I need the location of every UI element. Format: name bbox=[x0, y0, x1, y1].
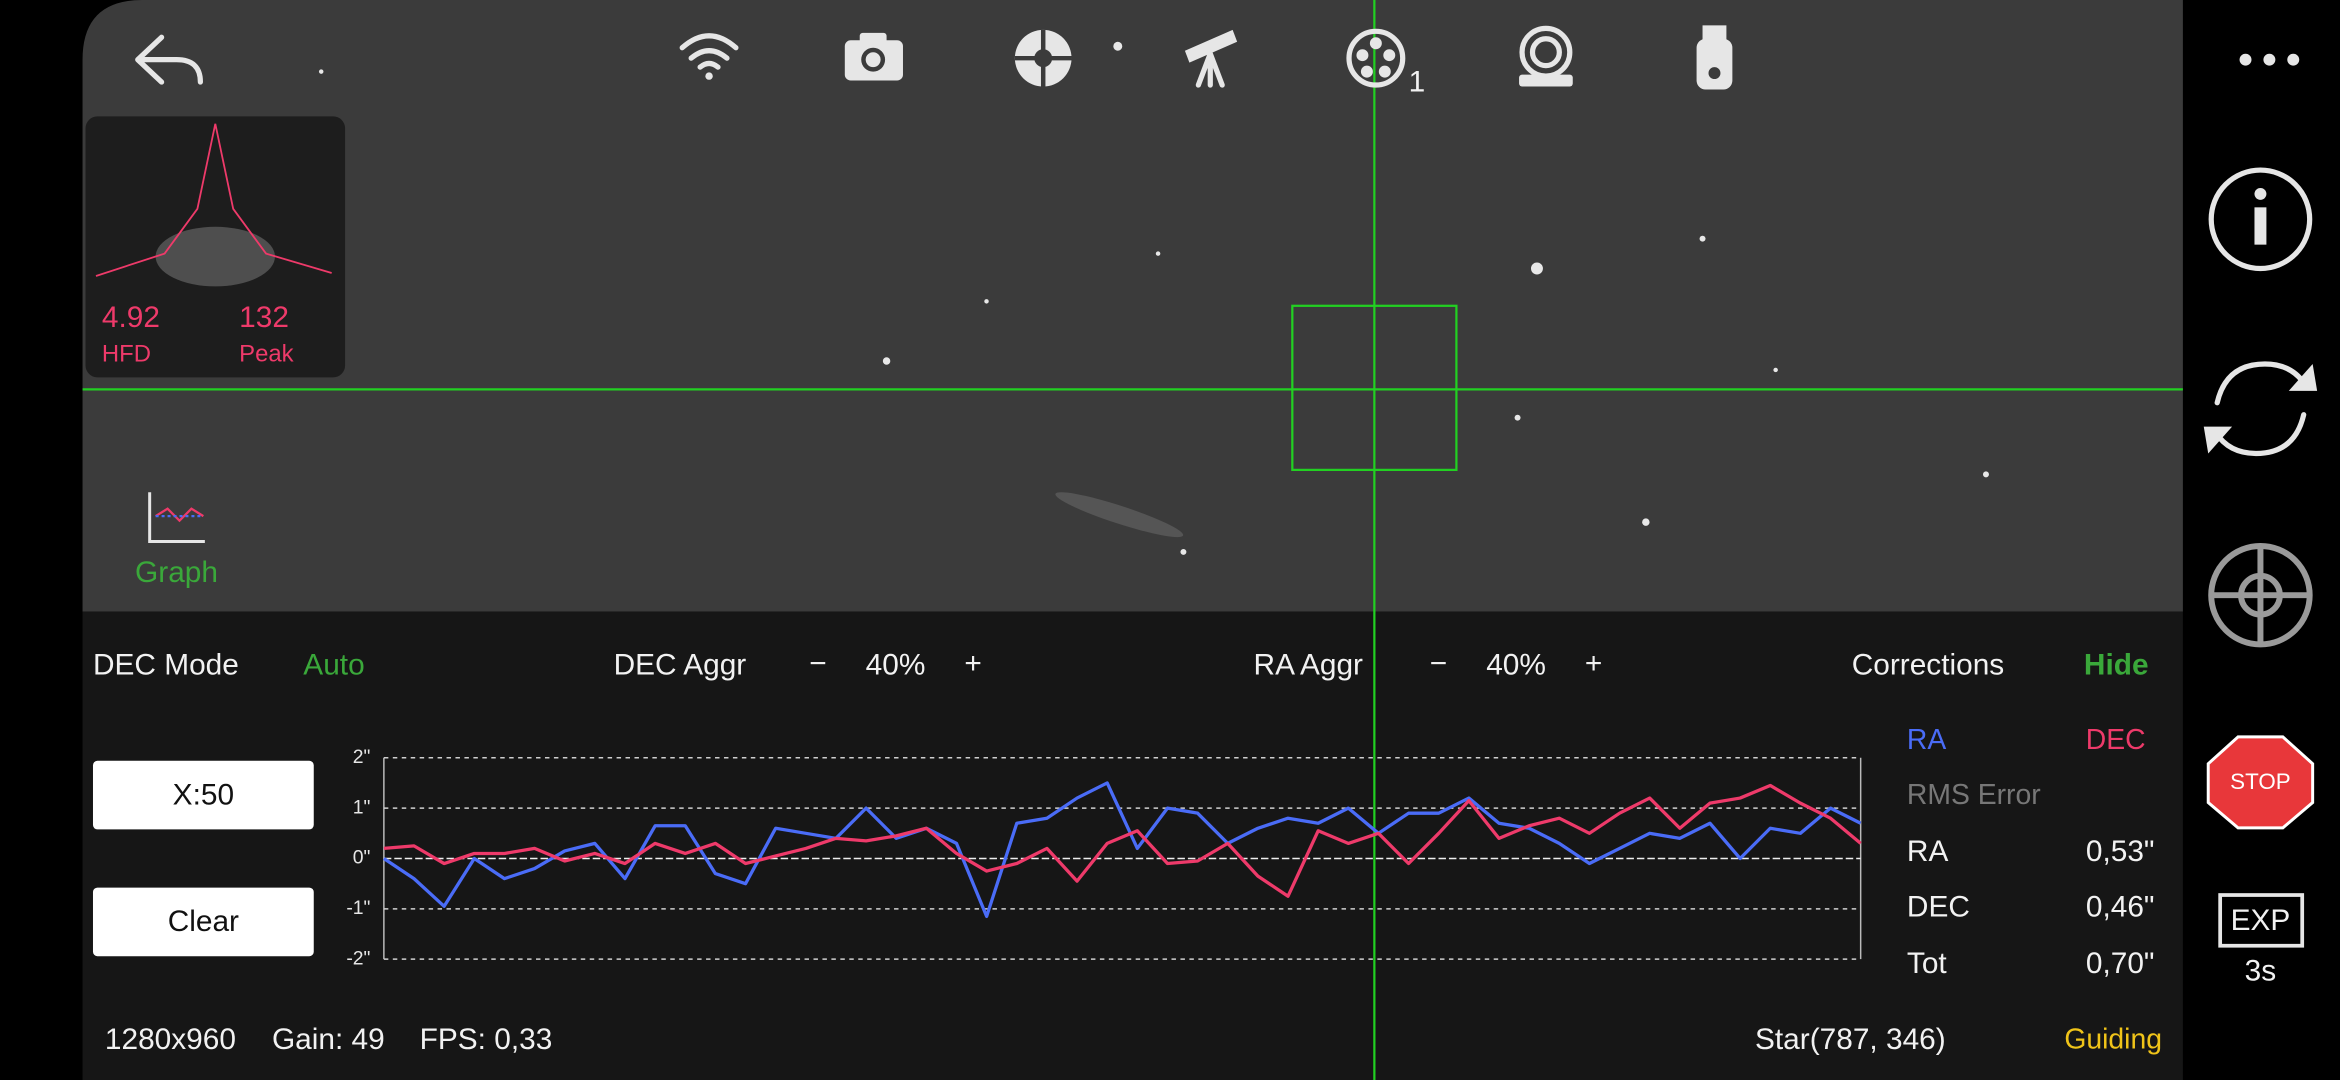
focuser-icon[interactable] bbox=[1519, 25, 1573, 87]
star-image bbox=[155, 226, 275, 287]
hfd-label: HFD bbox=[102, 340, 151, 367]
guide-graph: 2" 1" 0" -1" -2" bbox=[346, 746, 1862, 969]
more-menu[interactable] bbox=[2239, 53, 2300, 66]
dec-aggr-value: 40% bbox=[866, 649, 926, 682]
galaxy bbox=[1055, 492, 1184, 538]
bottom-panel bbox=[82, 611, 2183, 1080]
dec-aggr-plus[interactable]: + bbox=[964, 647, 981, 680]
star bbox=[1699, 235, 1706, 242]
legend-ra: RA bbox=[1907, 724, 1946, 756]
star bbox=[984, 299, 989, 304]
y-tick-label: 2" bbox=[353, 746, 371, 768]
star bbox=[882, 357, 891, 365]
exposure-time: 3s bbox=[2245, 954, 2277, 987]
ra-aggr-minus[interactable]: − bbox=[1430, 647, 1447, 680]
status-resolution: 1280x960 bbox=[105, 1023, 236, 1056]
peak-label: Peak bbox=[239, 340, 293, 367]
star bbox=[1773, 367, 1778, 373]
stop-label: STOP bbox=[2230, 769, 2290, 794]
status-gain: Gain: 49 bbox=[272, 1023, 385, 1056]
star-box bbox=[1291, 304, 1458, 472]
status-star: Star(787, 346) bbox=[1755, 1023, 1946, 1056]
series-line bbox=[382, 781, 1862, 919]
star bbox=[318, 69, 324, 74]
wifi-icon[interactable] bbox=[679, 33, 739, 80]
corrections-toggle[interactable]: Hide bbox=[2084, 649, 2149, 682]
y-tick-label: 1" bbox=[353, 796, 371, 818]
usb-icon[interactable] bbox=[1696, 25, 1733, 90]
ra-aggr-label: RA Aggr bbox=[1254, 649, 1364, 682]
rms-dec-value: 0,46" bbox=[2086, 890, 2155, 923]
star bbox=[1982, 471, 1989, 478]
star bbox=[1642, 518, 1650, 526]
star bbox=[1180, 548, 1187, 555]
y-tick-label: 0" bbox=[353, 847, 371, 869]
rms-tot-label: Tot bbox=[1907, 947, 1948, 980]
star bbox=[1113, 41, 1123, 51]
dec-mode-label: DEC Mode bbox=[93, 649, 239, 682]
dec-aggr-label: DEC Aggr bbox=[614, 649, 747, 682]
rms-title: RMS Error bbox=[1907, 779, 2041, 811]
camera-image bbox=[82, 0, 2183, 612]
ra-aggr-plus[interactable]: + bbox=[1585, 647, 1602, 680]
rms-tot-value: 0,70" bbox=[2086, 947, 2155, 980]
refresh-button[interactable] bbox=[2203, 361, 2318, 457]
dec-aggr-minus[interactable]: − bbox=[809, 647, 826, 680]
status-state: Guiding bbox=[2064, 1024, 2162, 1056]
filter-index: 1 bbox=[1409, 65, 1426, 98]
stars bbox=[318, 41, 1989, 555]
crosshair bbox=[82, 0, 2183, 1080]
hfd-value: 4.92 bbox=[102, 301, 160, 334]
ra-aggr-value: 40% bbox=[1486, 649, 1546, 682]
graph-button[interactable]: Graph bbox=[135, 492, 218, 589]
star-profile-panel: 4.92 HFD 132 Peak bbox=[85, 116, 346, 378]
y-tick-label: -1" bbox=[346, 897, 370, 919]
star bbox=[1155, 251, 1161, 256]
y-tick-label: -2" bbox=[346, 947, 370, 969]
clear-button[interactable]: Clear bbox=[92, 887, 314, 957]
star bbox=[1530, 262, 1543, 275]
scale-button[interactable]: X:50 bbox=[92, 760, 314, 830]
profile-curve bbox=[95, 123, 332, 277]
rms-ra-label: RA bbox=[1907, 835, 1949, 868]
corrections-label: Corrections bbox=[1852, 649, 2005, 682]
filter-wheel-icon[interactable]: 1 bbox=[1346, 28, 1426, 98]
series-line bbox=[383, 783, 1862, 898]
guide-icon[interactable] bbox=[1014, 29, 1072, 87]
status-fps: FPS: 0,33 bbox=[420, 1023, 553, 1056]
exposure-button[interactable]: EXP 3s bbox=[2218, 893, 2305, 987]
legend-dec: DEC bbox=[2086, 724, 2146, 756]
peak-value: 132 bbox=[239, 301, 289, 334]
rms-ra-value: 0,53" bbox=[2086, 835, 2155, 868]
camera-icon[interactable] bbox=[844, 32, 903, 81]
scale-button-label: X:50 bbox=[173, 778, 234, 811]
clear-button-label: Clear bbox=[168, 905, 239, 938]
exposure-label: EXP bbox=[2231, 904, 2291, 937]
star bbox=[1514, 414, 1521, 421]
back-button[interactable] bbox=[135, 34, 203, 85]
stop-button[interactable]: STOP bbox=[2206, 735, 2315, 830]
telescope-icon[interactable] bbox=[1184, 29, 1238, 88]
rms-dec-label: DEC bbox=[1907, 890, 1970, 923]
dec-mode-value[interactable]: Auto bbox=[303, 649, 364, 682]
target-button[interactable] bbox=[2208, 542, 2313, 648]
graph-label: Graph bbox=[135, 556, 218, 589]
info-button[interactable] bbox=[2208, 167, 2313, 272]
